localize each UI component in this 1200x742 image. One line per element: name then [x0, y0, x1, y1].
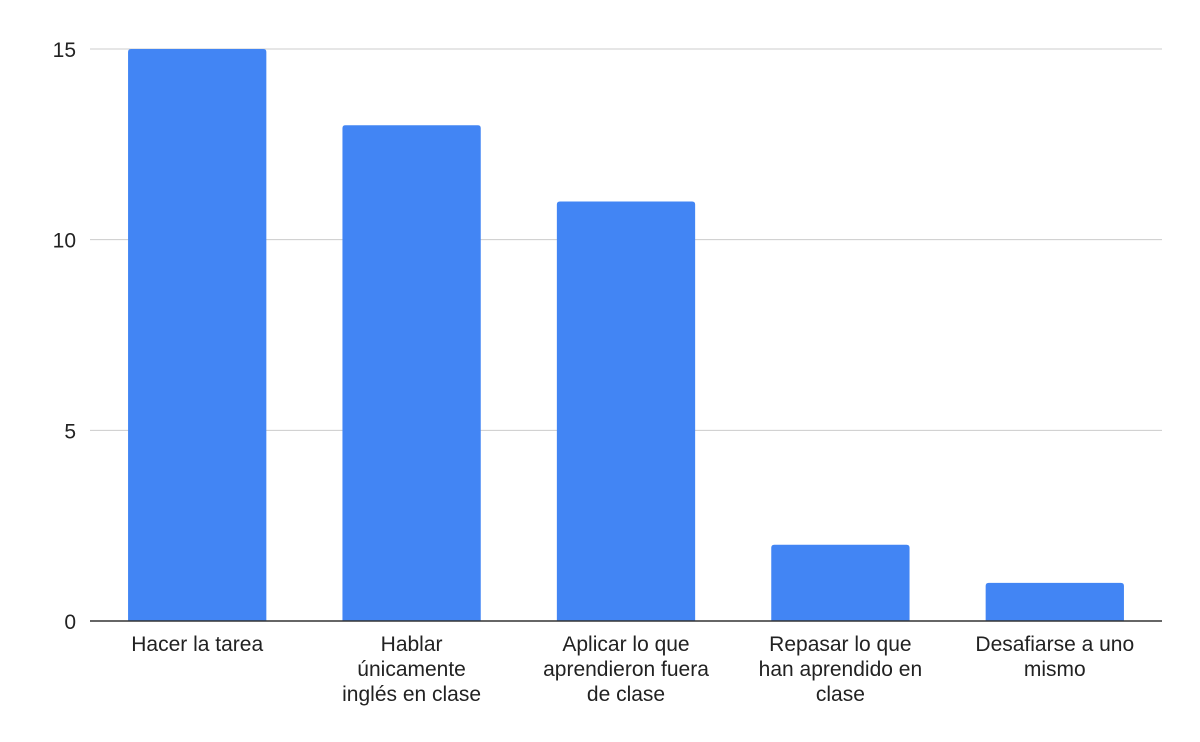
x-category-label-line: Repasar lo que — [769, 633, 911, 656]
x-category-label-line: aprendieron fuera — [543, 658, 709, 681]
x-category-label-line: Hablar — [381, 633, 443, 656]
x-category-label-line: clase — [816, 683, 865, 706]
y-axis-tick-labels: 0 5 10 15 — [53, 39, 76, 634]
x-category-label-line: Aplicar lo que — [562, 633, 689, 656]
x-category-label: Aplicar lo que aprendieron fuera de clase — [543, 633, 709, 706]
x-category-label: Hablar únicamente inglés en clase — [342, 633, 481, 706]
y-tick-label: 5 — [64, 420, 76, 443]
x-category-label-line: Hacer la tarea — [131, 633, 263, 656]
bar — [556, 201, 696, 622]
x-category-label-line: inglés en clase — [342, 683, 481, 706]
bars — [128, 49, 1124, 622]
x-category-label-line: Desafiarse a uno — [975, 633, 1134, 656]
x-axis-category-labels: Hacer la tarea Hablar únicamente inglés en … — [131, 633, 1134, 706]
bar — [128, 49, 267, 621]
x-category-label: Repasar lo que han aprendido en clase — [759, 633, 922, 706]
bar — [342, 125, 481, 622]
bar — [771, 544, 910, 621]
y-tick-label: 15 — [53, 39, 76, 62]
x-category-label: Desafiarse a uno mismo — [975, 633, 1134, 681]
x-category-label-line: mismo — [1024, 658, 1086, 681]
x-category-label-line: han aprendido en — [759, 658, 922, 681]
y-tick-label: 10 — [53, 230, 76, 253]
bar — [985, 582, 1124, 621]
x-category-label: Hacer la tarea — [131, 633, 263, 656]
x-category-label-line: únicamente — [357, 658, 466, 681]
x-category-label-line: de clase — [587, 683, 665, 706]
y-tick-label: 0 — [64, 611, 76, 634]
